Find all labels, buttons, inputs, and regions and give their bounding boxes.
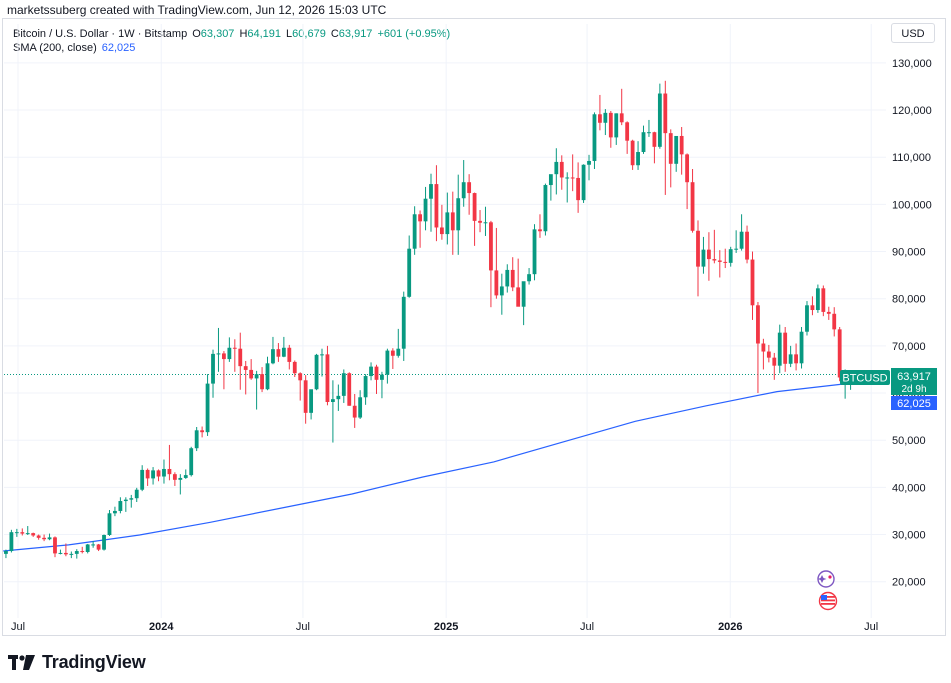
- chart-frame: [2, 18, 946, 636]
- open-label: O63,307: [192, 28, 235, 40]
- sma-value: 62,025: [101, 42, 136, 54]
- chart-credit: marketssuberg created with TradingView.c…: [7, 3, 387, 17]
- brand-name: TradingView: [42, 652, 146, 672]
- currency-button[interactable]: USD: [891, 23, 935, 43]
- price-legend-row: Bitcoin / U.S. Dollar · 1W · Bitstamp O6…: [13, 27, 450, 41]
- close-label: C63,917: [330, 28, 373, 40]
- open-value: 63,307: [200, 28, 235, 40]
- high-label: H64,191: [239, 28, 282, 40]
- change-value: +601 (+0.95%): [377, 28, 451, 40]
- tradingview-logo-icon: [8, 654, 35, 670]
- high-value: 64,191: [247, 28, 282, 40]
- sma-legend-row: SMA (200, close) 62,025: [13, 41, 450, 55]
- symbol-title[interactable]: Bitcoin / U.S. Dollar · 1W · Bitstamp: [13, 28, 188, 40]
- sma-label[interactable]: SMA (200, close): [13, 42, 97, 54]
- chart-legend: Bitcoin / U.S. Dollar · 1W · Bitstamp O6…: [13, 27, 450, 55]
- tradingview-brand[interactable]: TradingView: [8, 652, 146, 673]
- low-label: L60,679: [286, 28, 326, 40]
- close-value: 63,917: [338, 28, 373, 40]
- low-value: 60,679: [292, 28, 326, 40]
